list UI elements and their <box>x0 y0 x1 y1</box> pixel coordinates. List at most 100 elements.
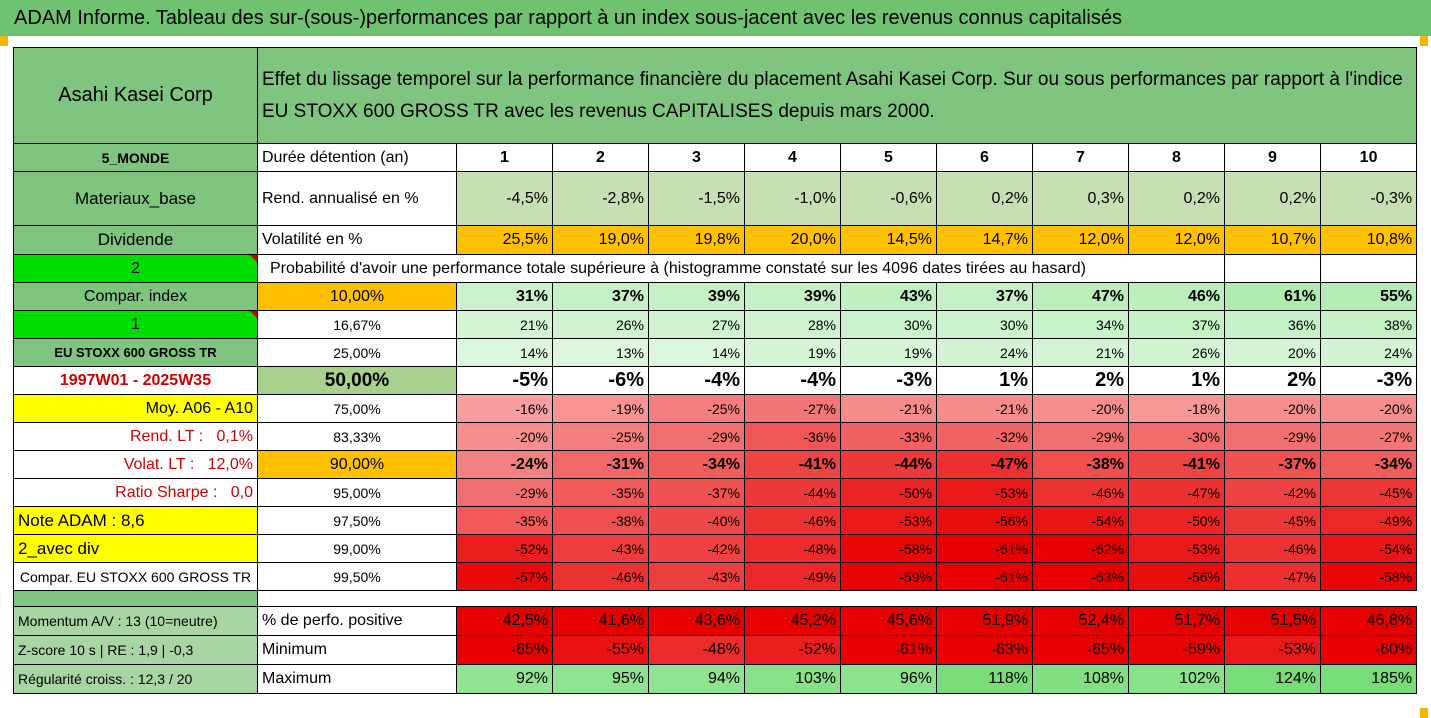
proba-cell: -32% <box>936 422 1033 451</box>
proba-cell: -56% <box>936 506 1033 535</box>
proba-cell: -37% <box>1224 450 1321 479</box>
proba-cell: 38% <box>1319 310 1418 339</box>
proba-cell: -29% <box>1032 422 1129 451</box>
stat-value: 42,5% <box>456 606 553 636</box>
proba-cell: 55% <box>1319 282 1418 311</box>
left-label: EU STOXX 600 GROSS TR <box>13 338 258 367</box>
years-row: 5_MONDE Durée détention (an) 1 2 3 4 5 6 7 8 9 10 <box>13 143 1418 172</box>
proba-cell: -3% <box>1319 366 1418 395</box>
proba-cell: -61% <box>936 534 1033 563</box>
percentile-value: 75,00% <box>257 394 457 423</box>
proba-cell: -6% <box>552 366 649 395</box>
stat-value: -52% <box>744 635 841 665</box>
proba-cell: 14% <box>456 338 553 367</box>
proba-cell: -16% <box>456 394 553 423</box>
proba-cell: -21% <box>840 394 937 423</box>
proba-cell: -4% <box>744 366 841 395</box>
proba-cell: -20% <box>1224 394 1321 423</box>
proba-cell: 26% <box>1128 338 1225 367</box>
stat-value: 108% <box>1032 664 1129 694</box>
stats-row: Z-score 10 s | RE : 1,9 | -0,3 Minimum -65… <box>13 635 1418 665</box>
rend-value: 0,2% <box>936 171 1033 226</box>
proba-cell: 43% <box>840 282 937 311</box>
volat-value: 10,8% <box>1319 225 1418 255</box>
proba-cell: -50% <box>1128 506 1225 535</box>
stat-value: 103% <box>744 664 841 694</box>
proba-cell: 24% <box>1319 338 1418 367</box>
rend-label: Rend. annualisé en % <box>257 171 457 226</box>
stat-value: 45,6% <box>840 606 937 636</box>
proba-cell: 13% <box>552 338 649 367</box>
proba-row: Compar. index 10,00% 31% 37% 39% 39% 43% 37% 47%… <box>13 282 1418 311</box>
left-label: Moy. A06 - A10 <box>13 394 258 423</box>
proba-cell: -27% <box>1319 422 1418 451</box>
left-label: Rend. LT : 0,1% <box>13 422 258 451</box>
proba-cell: -29% <box>456 478 553 507</box>
proba-label: Probabilité d'avoir une performance tota… <box>257 254 1225 283</box>
proba-cell: -49% <box>1319 506 1418 535</box>
percentile-value: 83,33% <box>257 422 457 451</box>
percentile-value: 16,67% <box>257 310 457 339</box>
proba-row: EU STOXX 600 GROSS TR 25,00% 14% 13% 14% 19% 1… <box>13 338 1418 367</box>
percentile-value: 99,00% <box>257 534 457 563</box>
stats-row: Régularité croiss. : 12,3 / 20 Maximum 92%… <box>13 664 1418 694</box>
year-header: 7 <box>1032 143 1129 172</box>
proba-cell: -36% <box>744 422 841 451</box>
volat-value: 12,0% <box>1128 225 1225 255</box>
proba-cell: -27% <box>744 394 841 423</box>
proba-cell: -58% <box>1319 562 1418 591</box>
proba-cell: -21% <box>936 394 1033 423</box>
stat-value: -53% <box>1224 635 1321 665</box>
rend-value: -1,0% <box>744 171 841 226</box>
proba-cell: -30% <box>1128 422 1225 451</box>
stat-value: 46,8% <box>1319 606 1418 636</box>
stat-value: 118% <box>936 664 1033 694</box>
left-label: 1997W01 - 2025W35 <box>13 366 258 395</box>
proba-cell: -45% <box>1224 506 1321 535</box>
proba-cell: 19% <box>744 338 841 367</box>
proba-cell: -31% <box>552 450 649 479</box>
rend-value: 0,3% <box>1032 171 1129 226</box>
stat-value: -63% <box>936 635 1033 665</box>
stat-value: 96% <box>840 664 937 694</box>
percentile-value: 90,00% <box>257 450 457 479</box>
proba-cell: 19% <box>840 338 937 367</box>
proba-cell: -34% <box>648 450 745 479</box>
stats-row: Momentum A/V : 13 (10=neutre)% de perfo.… <box>13 606 1418 636</box>
proba-cell: 30% <box>840 310 937 339</box>
proba-cell: -34% <box>1319 450 1418 479</box>
left-label: Ratio Sharpe : 0,0 <box>13 478 258 507</box>
description: Effet du lissage temporel sur la perform… <box>256 47 1418 144</box>
volat-value: 14,7% <box>936 225 1033 255</box>
proba-cell: -54% <box>1032 506 1129 535</box>
left-label: 1 <box>13 310 258 339</box>
proba-cell: 37% <box>552 282 649 311</box>
proba-cell: 37% <box>1128 310 1225 339</box>
proba-cell: -46% <box>552 562 649 591</box>
proba-row: 1 16,67% 21% 26% 27% 28% 30% 30% 34% 37% 36% 38% <box>13 310 1418 339</box>
proba-row: 2_avec div 99,00% -52% -43% -42% -48% -58% -61%… <box>13 534 1418 563</box>
proba-cell: 14% <box>648 338 745 367</box>
proba-cell: -53% <box>840 506 937 535</box>
proba-cell: -25% <box>648 394 745 423</box>
stat-value: -65% <box>456 635 553 665</box>
stat-value: 51,9% <box>936 606 1033 636</box>
proba-cell: -41% <box>1128 450 1225 479</box>
proba-cell: 30% <box>936 310 1033 339</box>
proba-cell: -35% <box>456 506 553 535</box>
stat-value: 95% <box>552 664 649 694</box>
volat-value: 14,5% <box>840 225 937 255</box>
proba-cell: 36% <box>1224 310 1321 339</box>
proba-row: Ratio Sharpe : 0,0 95,00% -29% -35% -37% -44%… <box>13 478 1418 507</box>
proba-cell: 26% <box>552 310 649 339</box>
proba-cell: -4% <box>648 366 745 395</box>
proba-cell: -48% <box>744 534 841 563</box>
proba-cell: 31% <box>456 282 553 311</box>
stat-left-label: Momentum A/V : 13 (10=neutre) <box>13 606 258 636</box>
proba-cell: 2% <box>1224 366 1321 395</box>
proba-cell: 34% <box>1032 310 1129 339</box>
stat-left-label: Régularité croiss. : 12,3 / 20 <box>13 664 258 694</box>
stat-label: Maximum <box>257 664 457 694</box>
stat-value: -65% <box>1032 635 1129 665</box>
volat-value: 12,0% <box>1032 225 1129 255</box>
